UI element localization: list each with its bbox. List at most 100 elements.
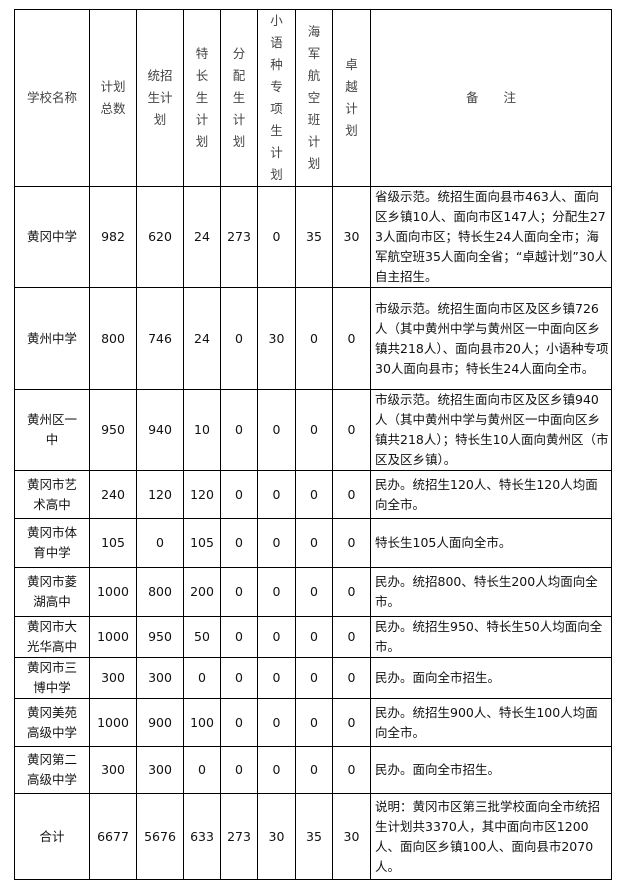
cell-unified: 950 bbox=[136, 616, 184, 658]
cell-excellence: 30 bbox=[332, 186, 371, 288]
cell-navy: 35 bbox=[295, 186, 333, 288]
table-row: 黄州中学 800 746 24 0 30 0 0 市级示范。统招生面向市区及区乡镇726人（其中… bbox=[14, 287, 612, 390]
cell-minor-lang: 30 bbox=[257, 793, 296, 880]
cell-excellence: 0 bbox=[332, 746, 371, 794]
cell-total: 105 bbox=[89, 518, 137, 568]
header-school: 学校名称 bbox=[14, 9, 90, 187]
cell-total: 300 bbox=[89, 746, 137, 794]
cell-minor-lang: 0 bbox=[257, 389, 296, 471]
table-row: 黄冈市菱湖高中 1000 800 200 0 0 0 0 民办。统招800、特长生200人均面向… bbox=[14, 567, 612, 617]
cell-notes: 说明：黄冈市区第三批学校面向全市统招生计划共3370人，其中面向市区1200人、… bbox=[370, 793, 612, 880]
cell-excellence: 0 bbox=[332, 518, 371, 568]
cell-unified: 0 bbox=[136, 518, 184, 568]
header-allocated: 分配生计划 bbox=[220, 9, 258, 187]
cell-special: 200 bbox=[183, 567, 221, 617]
cell-unified: 300 bbox=[136, 746, 184, 794]
table-row: 黄州区一中 950 940 10 0 0 0 0 市级示范。统招生面向市区及区乡镇940人（其中… bbox=[14, 389, 612, 471]
table-row: 黄冈美苑高级中学 1000 900 100 0 0 0 0 民办。统招生900人、特长生100人… bbox=[14, 698, 612, 747]
cell-excellence: 0 bbox=[332, 657, 371, 699]
cell-total: 800 bbox=[89, 287, 137, 390]
cell-special: 24 bbox=[183, 186, 221, 288]
cell-navy: 0 bbox=[295, 518, 333, 568]
table-row: 黄冈中学 982 620 24 273 0 35 30 省级示范。统招生面向县市463人、面向区… bbox=[14, 186, 612, 288]
table-row: 黄冈市体育中学 105 0 105 0 0 0 0 特长生105人面向全市。 bbox=[14, 518, 612, 568]
header-minor-lang: 小语种专项生计划 bbox=[257, 9, 296, 187]
cell-navy: 0 bbox=[295, 746, 333, 794]
table-row: 黄冈市三博中学 300 300 0 0 0 0 0 民办。面向全市招生。 bbox=[14, 657, 612, 699]
header-unified: 统招生计划 bbox=[136, 9, 184, 187]
cell-minor-lang: 0 bbox=[257, 746, 296, 794]
cell-special: 100 bbox=[183, 698, 221, 747]
cell-minor-lang: 0 bbox=[257, 698, 296, 747]
cell-special: 50 bbox=[183, 616, 221, 658]
cell-school: 黄冈市三博中学 bbox=[14, 657, 90, 699]
cell-allocated: 0 bbox=[220, 470, 258, 519]
cell-minor-lang: 0 bbox=[257, 567, 296, 617]
cell-special: 105 bbox=[183, 518, 221, 568]
cell-total: 1000 bbox=[89, 698, 137, 747]
cell-school: 黄州区一中 bbox=[14, 389, 90, 471]
cell-excellence: 0 bbox=[332, 616, 371, 658]
cell-notes: 民办。统招生120人、特长生120人均面向全市。 bbox=[370, 470, 612, 519]
cell-school: 黄州中学 bbox=[14, 287, 90, 390]
table-row: 黄冈市大光华高中 1000 950 50 0 0 0 0 民办。统招生950、特长生50人均面向… bbox=[14, 616, 612, 658]
cell-unified: 5676 bbox=[136, 793, 184, 880]
cell-navy: 0 bbox=[295, 389, 333, 471]
cell-notes: 民办。面向全市招生。 bbox=[370, 746, 612, 794]
cell-special: 24 bbox=[183, 287, 221, 390]
header-navy: 海军航空班计划 bbox=[295, 9, 333, 187]
cell-total: 1000 bbox=[89, 616, 137, 658]
cell-excellence: 0 bbox=[332, 470, 371, 519]
cell-navy: 0 bbox=[295, 567, 333, 617]
cell-excellence: 0 bbox=[332, 389, 371, 471]
cell-excellence: 0 bbox=[332, 698, 371, 747]
cell-navy: 0 bbox=[295, 698, 333, 747]
cell-unified: 620 bbox=[136, 186, 184, 288]
cell-allocated: 273 bbox=[220, 186, 258, 288]
cell-school: 黄冈中学 bbox=[14, 186, 90, 288]
cell-unified: 900 bbox=[136, 698, 184, 747]
cell-navy: 35 bbox=[295, 793, 333, 880]
cell-notes: 民办。统招800、特长生200人均面向全市。 bbox=[370, 567, 612, 617]
cell-total: 982 bbox=[89, 186, 137, 288]
cell-notes: 特长生105人面向全市。 bbox=[370, 518, 612, 568]
table-row: 黄冈市艺术高中 240 120 120 0 0 0 0 民办。统招生120人、特长生120人均面… bbox=[14, 470, 612, 519]
cell-notes: 省级示范。统招生面向县市463人、面向区乡镇10人、面向市区147人；分配生27… bbox=[370, 186, 612, 288]
cell-total: 240 bbox=[89, 470, 137, 519]
header-row: 学校名称 计划总数 统招生计划 特长生计划 分配生计划 小语种专项生计划 海军航… bbox=[14, 9, 612, 187]
enrollment-plan-table: 学校名称 计划总数 统招生计划 特长生计划 分配生计划 小语种专项生计划 海军航… bbox=[14, 9, 612, 880]
cell-special: 0 bbox=[183, 746, 221, 794]
cell-school: 黄冈市体育中学 bbox=[14, 518, 90, 568]
cell-navy: 0 bbox=[295, 616, 333, 658]
cell-notes: 市级示范。统招生面向市区及区乡镇940人（其中黄州中学与黄州区一中面向区乡镇共2… bbox=[370, 389, 612, 471]
cell-allocated: 0 bbox=[220, 746, 258, 794]
header-total: 计划总数 bbox=[89, 9, 137, 187]
cell-navy: 0 bbox=[295, 657, 333, 699]
cell-unified: 940 bbox=[136, 389, 184, 471]
header-special: 特长生计划 bbox=[183, 9, 221, 187]
cell-allocated: 0 bbox=[220, 287, 258, 390]
cell-excellence: 0 bbox=[332, 567, 371, 617]
cell-school: 黄冈市菱湖高中 bbox=[14, 567, 90, 617]
cell-school: 合计 bbox=[14, 793, 90, 880]
cell-school: 黄冈市大光华高中 bbox=[14, 616, 90, 658]
cell-allocated: 0 bbox=[220, 389, 258, 471]
cell-total: 300 bbox=[89, 657, 137, 699]
cell-allocated: 0 bbox=[220, 518, 258, 568]
cell-allocated: 273 bbox=[220, 793, 258, 880]
cell-total: 1000 bbox=[89, 567, 137, 617]
cell-school: 黄冈第二高级中学 bbox=[14, 746, 90, 794]
header-excellence: 卓越计划 bbox=[332, 9, 371, 187]
cell-total: 6677 bbox=[89, 793, 137, 880]
cell-allocated: 0 bbox=[220, 616, 258, 658]
cell-unified: 746 bbox=[136, 287, 184, 390]
cell-school: 黄冈美苑高级中学 bbox=[14, 698, 90, 747]
cell-notes: 民办。统招生900人、特长生100人均面向全市。 bbox=[370, 698, 612, 747]
cell-notes: 民办。面向全市招生。 bbox=[370, 657, 612, 699]
total-row: 合计 6677 5676 633 273 30 35 30 说明：黄冈市区第三批学校面向全市统招… bbox=[14, 793, 612, 880]
cell-notes: 市级示范。统招生面向市区及区乡镇726人（其中黄州中学与黄州区一中面向区乡镇共2… bbox=[370, 287, 612, 390]
cell-special: 0 bbox=[183, 657, 221, 699]
cell-total: 950 bbox=[89, 389, 137, 471]
cell-navy: 0 bbox=[295, 470, 333, 519]
cell-minor-lang: 0 bbox=[257, 186, 296, 288]
